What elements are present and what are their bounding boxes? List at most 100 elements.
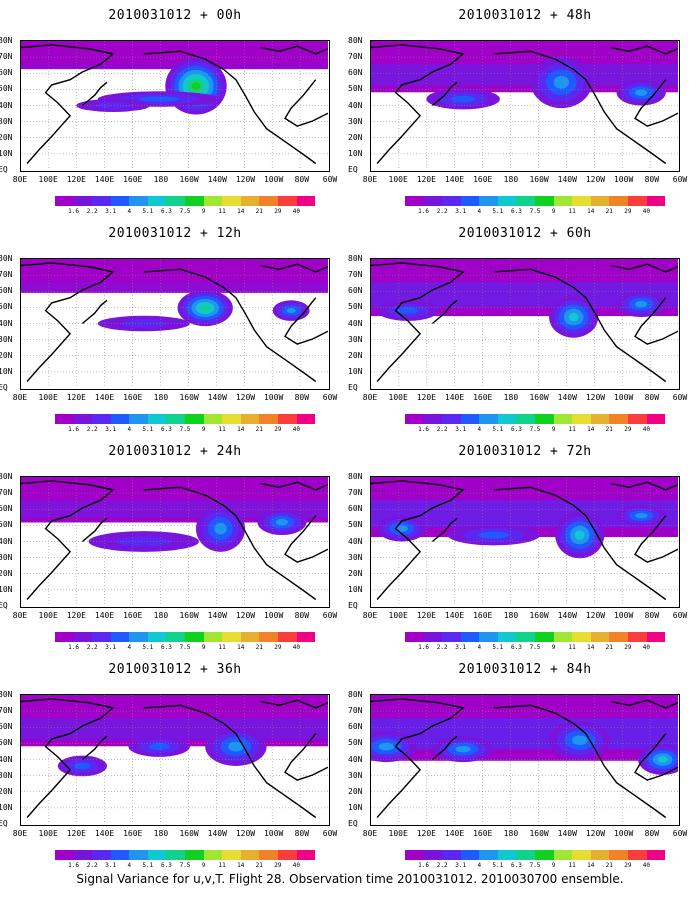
longitude-label: 140E — [94, 829, 115, 838]
colorbar-label: 14 — [237, 644, 245, 651]
map-panel: 2010031012 + 12h 80N 70N 60N 50N 40N 30N 20N 10N… — [0, 218, 350, 440]
colorbar-swatch — [277, 632, 297, 642]
variance-band-core — [371, 64, 678, 86]
colorbar-label: 3.1 — [105, 208, 117, 215]
colorbar-swatch — [203, 196, 223, 206]
longitude-label: 120E — [66, 393, 86, 402]
longitude-label: 100W — [263, 175, 284, 184]
latitude-label: 70N — [348, 706, 363, 716]
latitude-label: 10N — [348, 366, 363, 376]
latitude-label: 70N — [348, 52, 363, 62]
colorbar-swatch — [92, 850, 111, 860]
colorbar-label: 3.1 — [105, 426, 117, 433]
latitude-label: 20N — [0, 568, 13, 578]
longitude-label: 100W — [613, 611, 634, 620]
colorbar-swatch — [73, 414, 93, 424]
panel-title: 2010031012 + 72h — [458, 444, 592, 459]
colorbar-label: 9 — [201, 862, 206, 869]
map-panel: 2010031012 + 48h 80N 70N 60N 50N 40N 30N 20N 10N… — [348, 0, 700, 222]
colorbar-label: 4 — [477, 644, 482, 651]
colorbar-swatch — [497, 850, 517, 860]
colorbar-label: 5.1 — [142, 426, 154, 433]
colorbar-label: 11 — [218, 862, 226, 869]
longitude-label: 60W — [672, 393, 688, 402]
colorbar-label: 9 — [551, 644, 556, 651]
map-panel: 2010031012 + 24h 80N 70N 60N 50N 40N 30N 20N 10N… — [0, 436, 350, 658]
colorbar-label: 7.5 — [529, 644, 541, 651]
latitude-label: 30N — [348, 334, 363, 344]
colorbar-swatch — [240, 850, 260, 860]
longitude-label: 160E — [473, 393, 493, 402]
latitude-label: 70N — [0, 52, 13, 62]
colorbar-label: 14 — [587, 862, 595, 869]
coastline — [493, 50, 667, 165]
longitude-label: 160W — [529, 175, 549, 184]
colorbar-label: 29 — [624, 862, 632, 869]
colorbar-label: 21 — [605, 426, 613, 433]
colorbar-swatch — [259, 196, 278, 206]
colorbar-swatch — [590, 850, 610, 860]
latitude-label: 40N — [0, 754, 13, 764]
colorbar-label: 9 — [551, 862, 556, 869]
coastline — [431, 517, 458, 543]
longitude-label: 100E — [38, 175, 58, 184]
colorbar-swatch — [460, 632, 480, 642]
variance-contour — [455, 745, 471, 753]
latitude-label: 30N — [0, 334, 13, 344]
colorbar-label: 3.1 — [105, 862, 117, 869]
colorbar-label: 5.1 — [142, 862, 154, 869]
colorbar-label: 3.1 — [455, 644, 467, 651]
longitude-label: 160E — [473, 611, 493, 620]
longitude-label: 120W — [235, 175, 256, 184]
longitude-label: 140W — [207, 393, 227, 402]
colorbar-label: 29 — [274, 426, 282, 433]
colorbar-swatch — [535, 632, 554, 642]
colorbar-swatch — [55, 414, 74, 424]
coastline — [21, 262, 115, 382]
colorbar-label: 1.6 — [418, 862, 429, 869]
map-canvas — [371, 477, 678, 606]
colorbar-swatch — [516, 632, 536, 642]
map-area — [20, 694, 330, 826]
colorbar-swatch — [572, 850, 591, 860]
colorbar-swatch — [277, 196, 297, 206]
latitude-label: 40N — [348, 318, 363, 328]
variance-contour — [200, 305, 210, 312]
colorbar-label: 29 — [274, 862, 282, 869]
latitude-label: 40N — [0, 100, 13, 110]
colorbar-label: 29 — [274, 208, 282, 215]
colorbar — [55, 196, 316, 206]
longitude-label: 140E — [444, 829, 465, 838]
variance-band-core — [21, 718, 328, 740]
colorbar-label: 29 — [624, 208, 632, 215]
colorbar-swatch — [479, 414, 498, 424]
longitude-label: 100W — [613, 829, 634, 838]
coastline — [260, 45, 328, 55]
coastline — [371, 44, 465, 164]
panel-title: 2010031012 + 00h — [108, 8, 242, 23]
colorbar-swatch — [259, 414, 278, 424]
latitude-label: 60N — [348, 68, 363, 78]
colorbar-swatch — [646, 850, 666, 860]
colorbar-swatch — [259, 850, 278, 860]
colorbar-label: 4 — [127, 426, 132, 433]
colorbar-label: 21 — [605, 644, 613, 651]
latitude-label: 40N — [0, 536, 13, 546]
colorbar-swatch — [479, 632, 498, 642]
colorbar-swatch — [110, 196, 130, 206]
colorbar-swatch — [646, 414, 666, 424]
colorbar-swatch — [535, 196, 554, 206]
colorbar-label: 4 — [127, 862, 132, 869]
longitude-label: 180 — [153, 175, 169, 184]
variance-contour — [94, 102, 132, 109]
colorbar-label: 1.6 — [418, 208, 429, 215]
colorbar-label: 1.6 — [68, 426, 79, 433]
longitude-label: 140W — [207, 611, 227, 620]
variance-contour — [395, 525, 408, 532]
longitude-label: 120E — [66, 611, 86, 620]
latitude-label: 30N — [348, 770, 363, 780]
longitude-label: 80W — [644, 611, 660, 620]
latitude-label: 80N — [348, 690, 363, 699]
colorbar-swatch — [277, 850, 297, 860]
colorbar-label: 5.1 — [492, 644, 504, 651]
